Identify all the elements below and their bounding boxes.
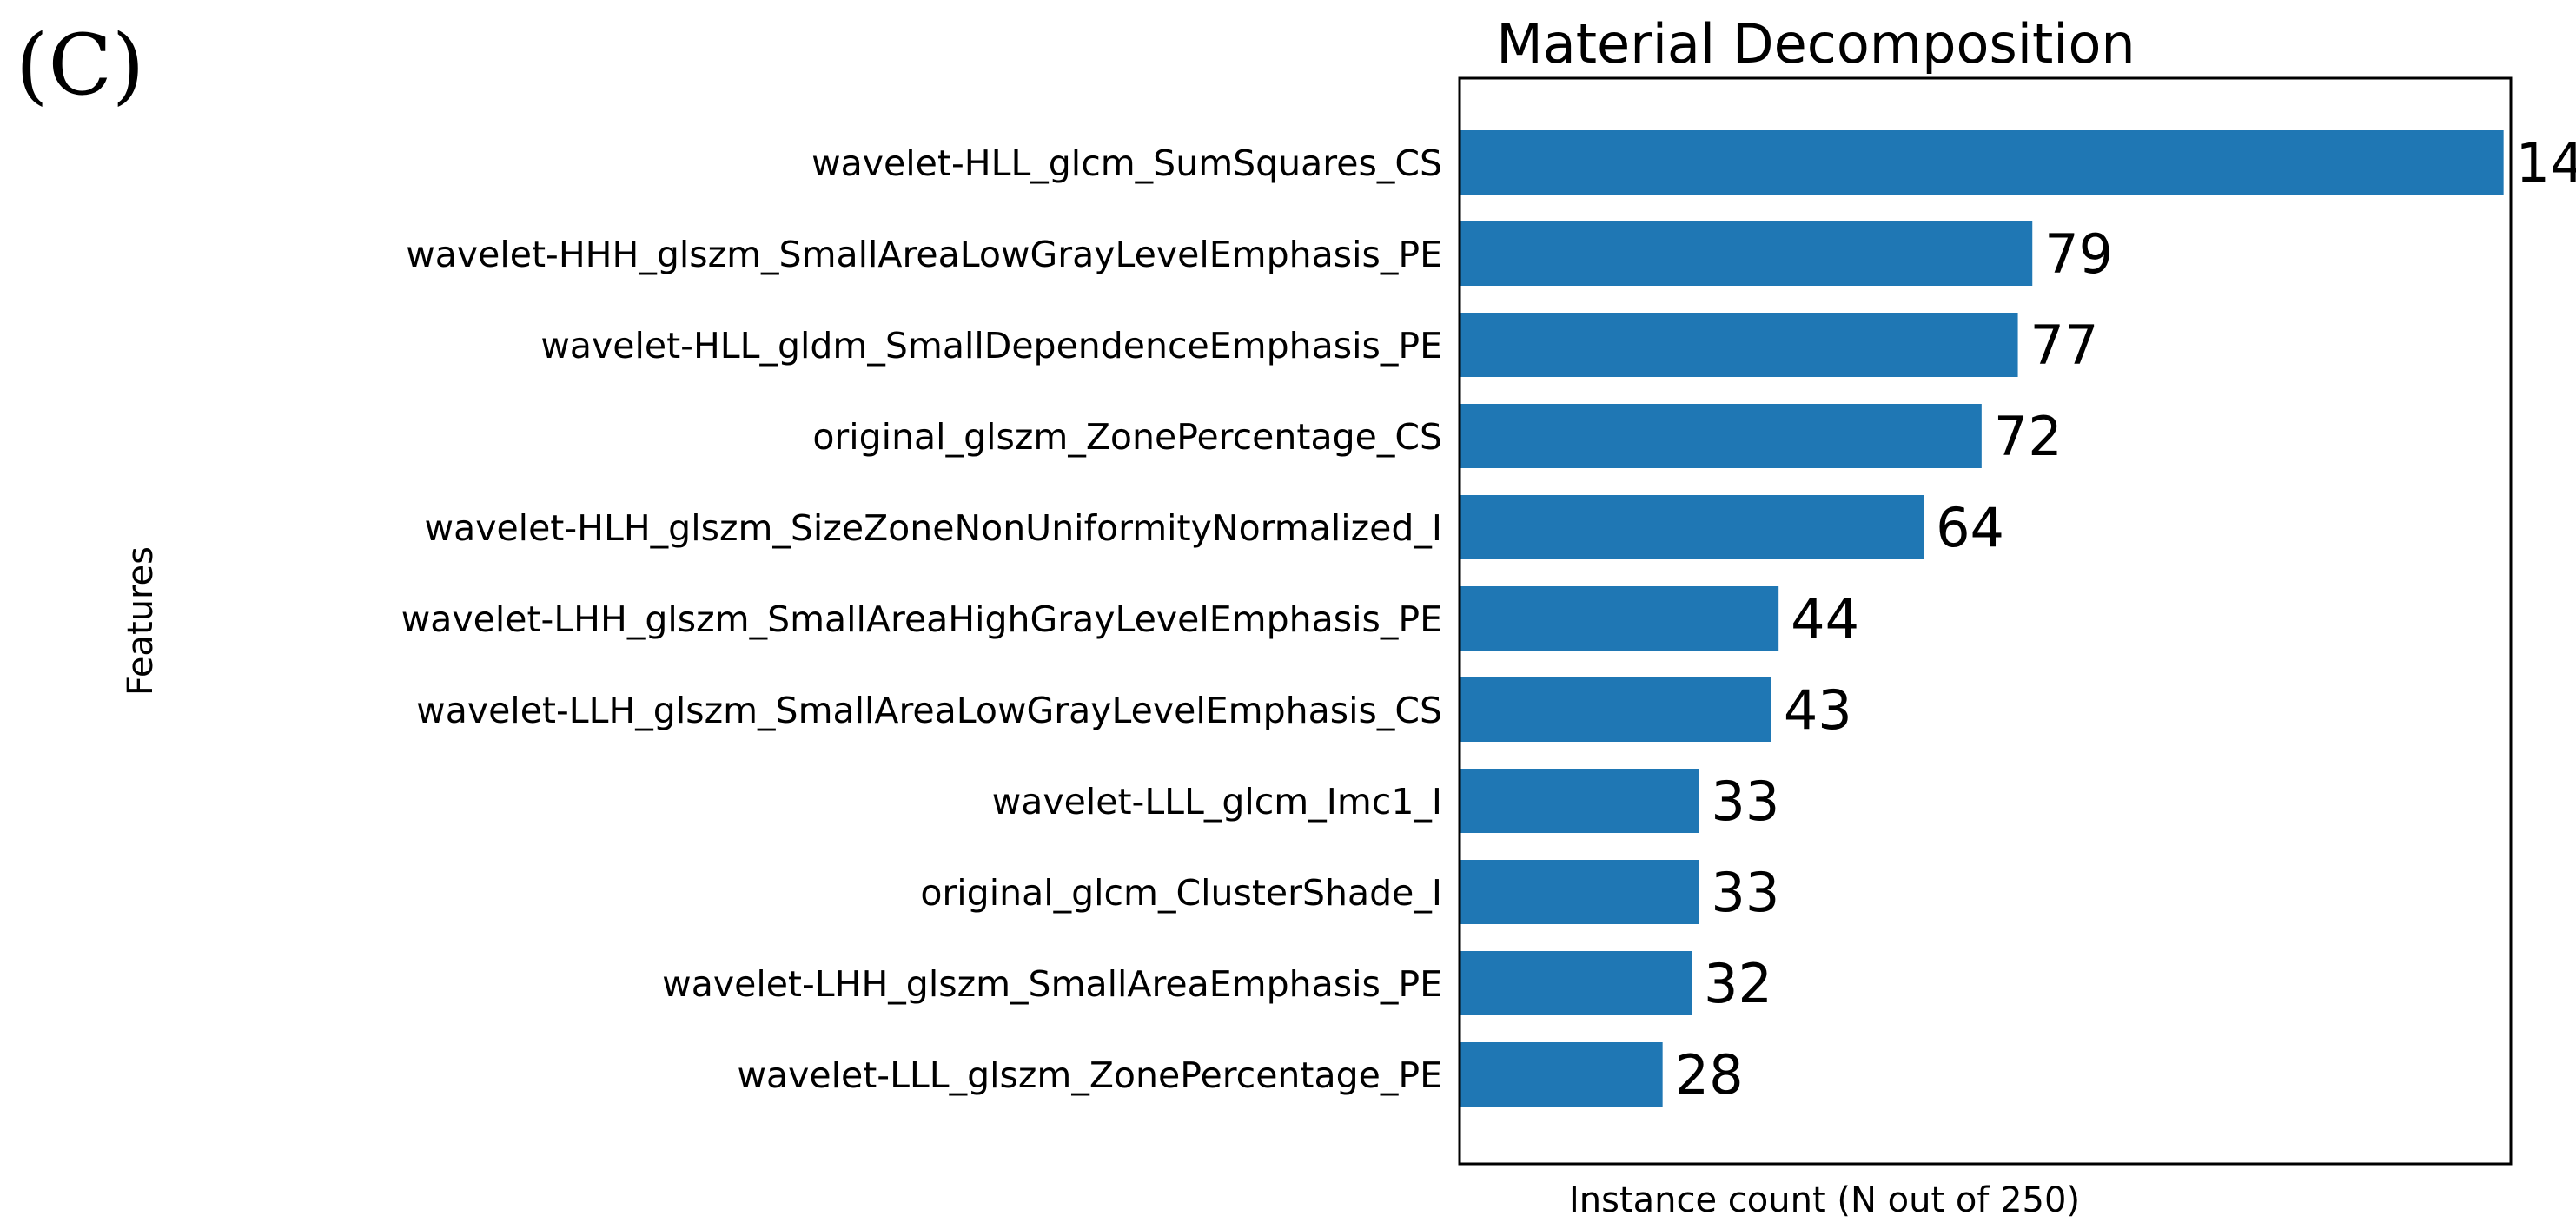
bar — [1460, 860, 1699, 924]
category-labels: wavelet-HLL_glcm_SumSquares_CS wavelet-HH… — [401, 142, 1442, 1096]
panel-label: (C) — [16, 17, 144, 114]
bar-value-label: 44 — [1791, 587, 1859, 651]
bar-value-label: 32 — [1704, 952, 1772, 1015]
bar — [1460, 769, 1699, 833]
category-label: original_glszm_ZonePercentage_CS — [812, 416, 1442, 458]
plot-area-frame — [1458, 76, 2513, 1166]
category-label: wavelet-HLH_glszm_SizeZoneNonUniformityN… — [425, 507, 1442, 549]
bar-value-label: 77 — [2030, 314, 2099, 377]
bar — [1460, 495, 1924, 559]
category-label: wavelet-HLL_glcm_SumSquares_CS — [811, 142, 1442, 184]
category-label: wavelet-LHH_glszm_SmallAreaHighGrayLevel… — [401, 598, 1442, 640]
bar — [1460, 586, 1779, 651]
bar-value-label: 72 — [1994, 405, 2063, 468]
x-axis-label: Instance count (N out of 250) — [1569, 1180, 2080, 1220]
category-label: wavelet-LLL_glszm_ZonePercentage_PE — [737, 1054, 1442, 1096]
bar-value-label: 33 — [1711, 861, 1779, 924]
category-label: wavelet-HLL_gldm_SmallDependenceEmphasis… — [540, 325, 1442, 367]
category-label: wavelet-HHH_glszm_SmallAreaLowGrayLevelE… — [406, 234, 1442, 275]
bar — [1460, 313, 2018, 377]
bar — [1460, 677, 1771, 742]
bar — [1460, 130, 2504, 195]
bar — [1460, 404, 1982, 468]
category-label: wavelet-LLL_glcm_Imc1_I — [992, 781, 1442, 823]
bar — [1460, 951, 1692, 1015]
chart-title: Material Decomposition — [1496, 12, 2135, 76]
bar-value-label: 43 — [1784, 678, 1852, 742]
bar-value-label: 144 — [2516, 131, 2576, 195]
category-label: wavelet-LHH_glszm_SmallAreaEmphasis_PE — [662, 963, 1442, 1005]
bar-value-label: 64 — [1936, 496, 2004, 559]
bar — [1460, 221, 2033, 286]
bar-value-label: 79 — [2044, 222, 2113, 286]
bars — [1460, 130, 2504, 1107]
bar — [1460, 1042, 1663, 1107]
value-labels: 14479777264444333333228 — [1675, 131, 2576, 1107]
y-axis-label: Features — [121, 546, 161, 696]
category-label: original_glcm_ClusterShade_I — [920, 872, 1442, 914]
category-label: wavelet-LLH_glszm_SmallAreaLowGrayLevelE… — [416, 690, 1442, 731]
bar-value-label: 28 — [1675, 1043, 1744, 1107]
bar-value-label: 33 — [1711, 770, 1779, 833]
